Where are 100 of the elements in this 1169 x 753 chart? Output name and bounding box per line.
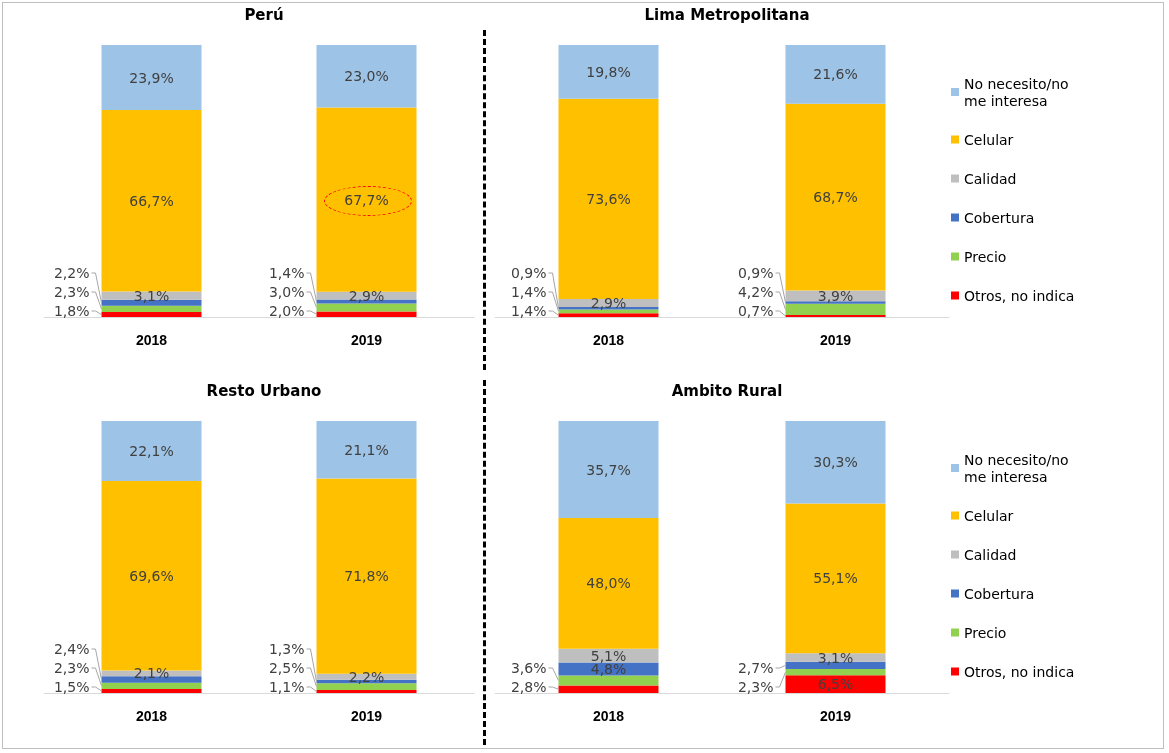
bar [785,303,886,316]
data-label: 23,9% [129,69,174,86]
bar [101,682,202,689]
legend-label: Cobertura [964,585,1035,602]
bar [558,313,659,317]
data-label: 2,4% [53,641,90,657]
bar [316,45,417,108]
data-label: 1,8% [53,303,90,319]
bar [316,683,417,691]
data-label: 2,3% [737,679,774,695]
bar [785,301,886,304]
data-label: 3,9% [817,287,854,304]
bar [558,675,659,686]
data-label: 55,1% [813,570,858,587]
data-label: 0,7% [737,303,774,319]
legend-label: Celular [964,131,1014,148]
data-label: 68,7% [813,189,858,206]
chart-title: Ambito Rural [671,381,783,400]
data-label: 0,9% [737,265,774,281]
bar [785,421,886,504]
data-label: 3,1% [817,649,854,666]
data-label: 19,8% [586,63,631,80]
bar [316,421,417,479]
chart-title: Resto Urbano [206,381,322,400]
x-tick-label: 2019 [350,708,383,724]
data-label: 2,3% [53,660,90,676]
data-label: 3,1% [133,287,170,304]
bar [785,103,886,291]
data-label: 2,9% [348,287,385,304]
x-tick-label: 2019 [819,332,852,348]
data-label: 1,1% [268,679,305,695]
legend-label: Otros, no indica [964,287,1075,304]
data-label: 22,1% [129,443,174,460]
bar [785,45,886,104]
data-label: 2,5% [268,660,305,676]
bar [101,421,202,482]
data-label: 71,8% [344,568,389,585]
bar [101,305,202,313]
bar [785,675,886,693]
data-label: 0,9% [510,265,547,281]
chart-title: Perú [244,5,284,24]
data-label: 4,8% [590,661,627,678]
data-label: 2,8% [510,679,547,695]
data-label: 6,5% [817,676,854,693]
data-label: 4,2% [737,284,774,300]
bar [316,478,417,674]
data-label: 23,0% [344,68,389,85]
chart-title: Lima Metropolitana [644,5,810,24]
legend-label: Celular [964,507,1014,524]
x-tick-label: 2018 [135,332,168,348]
legend-label: No necesito/no me interesa [964,75,1074,109]
data-label: 73,6% [586,190,631,207]
bar [558,98,659,300]
legend-label: Calidad [964,546,1017,563]
bar [785,503,886,654]
bar [558,309,659,314]
bar [785,669,886,676]
bar [101,45,202,111]
data-label: 67,7% [344,191,389,208]
x-tick-label: 2018 [592,332,625,348]
data-label: 21,6% [813,66,858,83]
x-tick-label: 2018 [135,708,168,724]
data-label: 1,4% [268,265,305,281]
data-label: 35,7% [586,461,631,478]
bar [316,107,417,292]
data-label: 1,4% [510,284,547,300]
data-label: 2,0% [268,303,305,319]
legend-label: No necesito/no me interesa [964,451,1074,485]
data-label: 30,3% [813,454,858,471]
data-label: 21,1% [344,441,389,458]
bar [101,312,202,317]
bar [101,110,202,292]
legend-label: Otros, no indica [964,663,1075,680]
data-label: 3,6% [510,660,547,676]
legend-label: Precio [964,248,1007,265]
legend-label: Cobertura [964,209,1035,226]
data-label: 2,3% [53,284,90,300]
data-label: 1,5% [53,679,90,695]
data-label: 2,9% [590,294,627,311]
data-label: 69,6% [129,567,174,584]
x-tick-label: 2019 [819,708,852,724]
data-label: 5,1% [590,647,627,664]
data-label: 66,7% [129,192,174,209]
bar [558,518,659,649]
bar [316,303,417,312]
bar [558,45,659,99]
bar [558,685,659,693]
bar [316,311,417,317]
data-label: 2,2% [53,265,90,281]
data-label: 48,0% [586,575,631,592]
bar [101,688,202,693]
x-tick-label: 2018 [592,708,625,724]
data-label: 1,3% [268,641,305,657]
data-label: 1,4% [510,303,547,319]
data-label: 2,7% [737,660,774,676]
legend-label: Calidad [964,170,1017,187]
legend-label: Precio [964,624,1007,641]
x-tick-label: 2019 [350,332,383,348]
data-label: 3,0% [268,284,305,300]
bar [558,421,659,519]
